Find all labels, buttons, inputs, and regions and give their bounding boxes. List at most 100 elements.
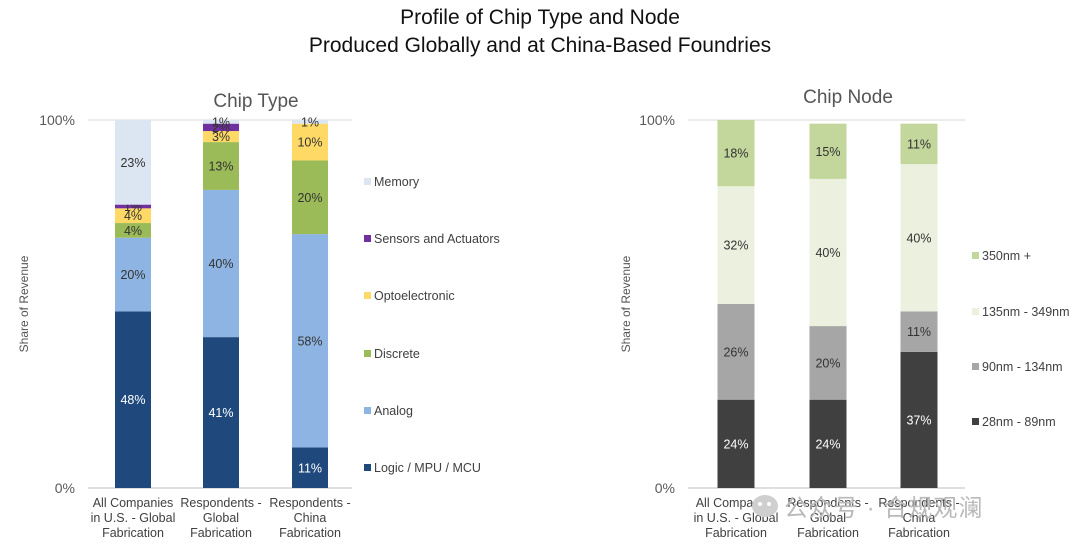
chart-0-bar-0-1 xyxy=(115,237,151,312)
chart-0-data-label-2-5: 1% xyxy=(301,115,319,129)
chart-0-legend-swatch-2 xyxy=(364,350,371,357)
chart-0-legend-label-4: Sensors and Actuators xyxy=(374,232,500,246)
chart-1-legend-label-2: 135nm - 349nm xyxy=(982,305,1070,319)
chart-0-data-label-2-1: 58% xyxy=(297,334,322,348)
chart-1-bar-2-2 xyxy=(900,164,938,312)
chart-0-category-label-0-0: All Companies xyxy=(93,496,174,510)
chart-1-bar-1-0 xyxy=(809,399,847,488)
chart-1-bar-0-2 xyxy=(717,186,755,304)
chart-1-ytick-bottom: 0% xyxy=(655,480,675,496)
chart-0-ytick-top: 100% xyxy=(39,112,75,128)
chart-1-bar-2-0 xyxy=(900,351,938,488)
chart-1-bar-0-3 xyxy=(717,120,755,187)
chart-0-bar-0-2 xyxy=(115,223,151,238)
chart-0-bar-0-3 xyxy=(115,208,151,224)
chart-1-data-label-0-0: 24% xyxy=(723,437,748,451)
chart-0-bar-0-0 xyxy=(115,311,151,488)
chart-0-category-label-2-2: Fabrication xyxy=(279,526,341,540)
chart-0-data-label-0-3: 4% xyxy=(124,209,142,223)
chart-0-category-label-1-1: Global xyxy=(203,511,239,525)
chart-1-bar-0-1 xyxy=(717,304,755,400)
wechat-icon xyxy=(752,494,778,517)
chart-0-data-label-1-3: 3% xyxy=(212,130,230,144)
chart-1-bar-2-1 xyxy=(900,311,938,352)
chart-1-legend-swatch-2 xyxy=(972,308,979,315)
chart-1-bar-1-3 xyxy=(809,123,847,179)
chart-1-data-label-0-3: 18% xyxy=(723,147,748,161)
chart-0-legend-swatch-4 xyxy=(364,235,371,242)
chart-1-bar-1-2 xyxy=(809,178,847,327)
chart-0-bar-1-2 xyxy=(203,142,239,190)
chart-0-bar-1-5 xyxy=(203,120,239,124)
chart-1-category-label-2-0: Respondents - xyxy=(878,496,959,510)
chart-1-data-label-1-3: 15% xyxy=(815,145,840,159)
chart-0-bar-0-4 xyxy=(115,204,151,209)
chart-0-data-label-2-2: 20% xyxy=(297,191,322,205)
chart-0-legend-label-1: Analog xyxy=(374,404,413,418)
chart-1-legend-swatch-3 xyxy=(972,252,979,259)
chart-1-ylabel: Share of Revenue xyxy=(619,255,633,352)
chart-0-data-label-0-2: 4% xyxy=(124,224,142,238)
chart-1-data-label-1-2: 40% xyxy=(815,246,840,260)
chart-0-category-label-2-0: Respondents - xyxy=(269,496,350,510)
chart-0-data-label-1-2: 13% xyxy=(208,160,233,174)
page-title: Profile of Chip Type and Node Produced G… xyxy=(0,4,1080,60)
chart-0-legend-label-2: Discrete xyxy=(374,347,420,361)
chart-1-ytick-top: 100% xyxy=(639,112,675,128)
chart-0-category-label-1-2: Fabrication xyxy=(190,526,252,540)
chart-1-category-label-2-1: China xyxy=(903,511,936,525)
chart-0-data-label-0-1: 20% xyxy=(120,268,145,282)
chart-0-data-label-0-0: 48% xyxy=(120,393,145,407)
chart-0-legend-swatch-0 xyxy=(364,464,371,471)
chart-0-bar-2-2 xyxy=(292,160,328,235)
chart-0-ytick-bottom: 0% xyxy=(55,480,75,496)
chart-0-data-label-1-5: 1% xyxy=(212,115,230,129)
chart-0-bar-1-4 xyxy=(203,123,239,132)
chart-1-legend-label-1: 90nm - 134nm xyxy=(982,360,1063,374)
chart-0-legend-swatch-5 xyxy=(364,178,371,185)
chart-0-ylabel: Share of Revenue xyxy=(17,255,31,352)
chart-1-category-label-2-2: Fabrication xyxy=(888,526,950,540)
chart-1-data-label-0-2: 32% xyxy=(723,239,748,253)
watermark-text: 公众号 · 合规观澜 xyxy=(784,495,984,522)
chart-1-data-label-2-2: 40% xyxy=(906,231,931,245)
chart-1-data-label-1-0: 24% xyxy=(815,437,840,451)
chart-0-data-label-2-3: 10% xyxy=(297,136,322,150)
chart-0-bar-1-3 xyxy=(203,131,239,143)
chart-0-legend-label-5: Memory xyxy=(374,175,420,189)
chart-1-bar-0-0 xyxy=(717,399,755,488)
chart-0-category-label-0-2: Fabrication xyxy=(102,526,164,540)
chart-0-data-label-0-5: 23% xyxy=(120,156,145,170)
chart-0-data-label-1-0: 41% xyxy=(208,406,233,420)
chart-1-bar-2-3 xyxy=(900,123,938,165)
chart-0-category-label-0-1: in U.S. - Global xyxy=(91,511,176,525)
chart-1-category-label-1-0: Respondents - xyxy=(787,496,868,510)
chart-0-category-label-2-1: China xyxy=(294,511,327,525)
chart-0-bar-1-1 xyxy=(203,189,239,338)
chart-0-data-label-1-1: 40% xyxy=(208,257,233,271)
chart-1-category-label-1-2: Fabrication xyxy=(797,526,859,540)
chart-1-data-label-2-0: 37% xyxy=(906,413,931,427)
chart-0-legend-label-0: Logic / MPU / MCU xyxy=(374,461,481,475)
chart-0-data-label-2-0: 11% xyxy=(298,461,322,475)
chart-1-category-label-0-2: Fabrication xyxy=(705,526,767,540)
chart-0-bar-1-0 xyxy=(203,337,239,488)
title-line-1: Profile of Chip Type and Node xyxy=(400,6,680,29)
chart-1-category-label-1-1: Global xyxy=(810,511,846,525)
title-line-2: Produced Globally and at China-Based Fou… xyxy=(308,34,772,57)
chart-1-legend-label-3: 350nm + xyxy=(982,249,1031,263)
chart-0-legend-swatch-3 xyxy=(364,292,371,299)
chart-1-data-label-1-1: 20% xyxy=(815,356,840,370)
chart-1-data-label-0-1: 26% xyxy=(723,345,748,359)
chart-1-legend-swatch-1 xyxy=(972,363,979,370)
chart-0-legend-label-3: Optoelectronic xyxy=(374,289,455,303)
chart-0-bar-2-5 xyxy=(292,120,328,124)
chart-0-data-label-1-4: 2% xyxy=(212,121,230,135)
chart-1-title: Chip Node xyxy=(803,87,893,108)
chart-1-legend-label-0: 28nm - 89nm xyxy=(982,415,1056,429)
watermark: 公众号 · 合规观澜 xyxy=(752,488,983,523)
chart-1-data-label-2-1: 11% xyxy=(907,325,931,339)
chart-1-legend-swatch-0 xyxy=(972,418,979,425)
chart-1-data-label-2-3: 11% xyxy=(907,137,931,151)
